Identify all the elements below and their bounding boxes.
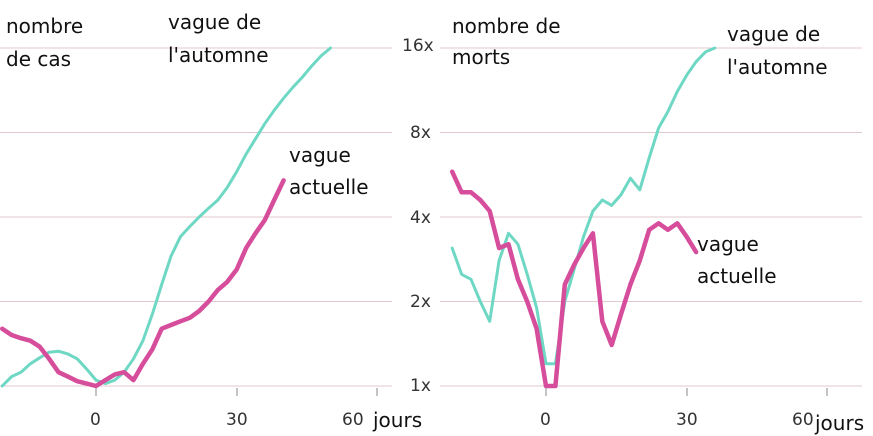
y-axis-label-deaths-line1: nombre de [452,14,561,38]
label-deaths-autumn-wave-line1: vague de [727,22,820,46]
y-axis-label-cases-line1: nombre [6,14,83,38]
label-deaths-current-wave-line2: actuelle [697,264,777,288]
series-line-deaths-autumn-wave [450,46,717,366]
x-tick-left-30: 30 [226,410,248,430]
x-tick-right-30: 30 [676,410,698,430]
y-axis-label-deaths-line2: morts [452,45,510,69]
x-tick-left-0: 0 [90,410,101,430]
x-axis-label-right: jours [814,411,864,435]
y-tick-2x: 2x [410,292,431,312]
series-line-cases-autumn-wave [0,46,332,388]
y-tick-1x: 1x [410,376,431,396]
label-cases-current-wave-line1: vague [289,143,351,167]
label-cases-current-wave-line2: actuelle [289,175,369,199]
x-tick-right-60: 60 [792,410,814,430]
series-line-cases-current-wave [0,178,286,389]
y-axis-label-cases-line2: de cas [6,47,71,71]
y-tick-8x: 8x [410,123,431,143]
x-tick-left-60: 60 [342,410,364,430]
y-tick-4x: 4x [410,208,431,228]
label-deaths-current-wave-line1: vague [697,232,759,256]
label-deaths-autumn-wave-line2: l'automne [727,55,828,79]
series-line-deaths-current-wave [449,169,699,389]
label-cases-autumn-wave-line1: vague de [168,10,261,34]
x-tick-right-0: 0 [540,410,551,430]
x-axis-label-left: jours [372,408,422,432]
grid-deaths [440,47,862,387]
grid-cases [0,47,392,387]
y-tick-16x: 16x [402,36,434,56]
label-cases-autumn-wave-line2: l'automne [168,43,269,67]
